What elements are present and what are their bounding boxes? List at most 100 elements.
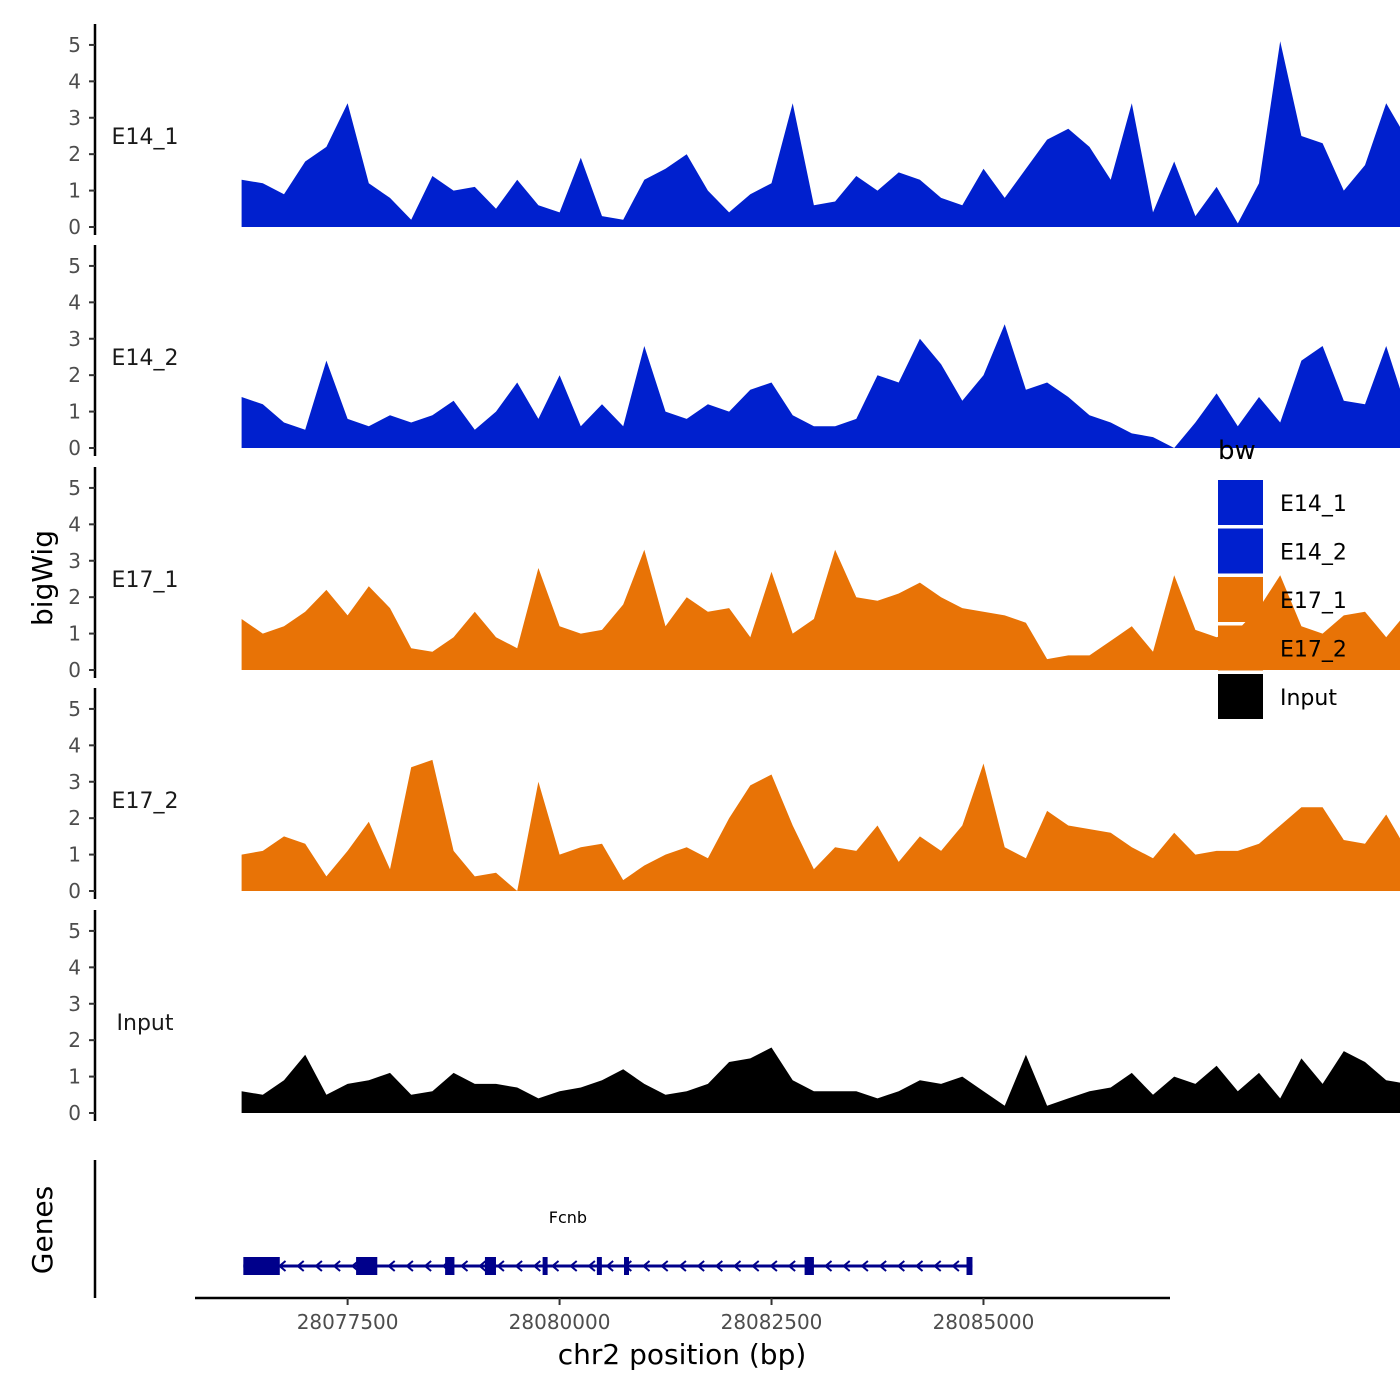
gene-strand-arrow <box>933 1260 942 1272</box>
x-axis-title: chr2 position (bp) <box>558 1338 807 1371</box>
y-tick-label: 4 <box>68 69 81 93</box>
legend-label-Input: Input <box>1280 686 1337 711</box>
y-tick-label: 3 <box>68 106 81 130</box>
legend: bw E14_1 E14_2 E17_1 E17_2 Input <box>1218 436 1347 719</box>
legend-key-E14_1 <box>1218 480 1263 525</box>
y-tick-label: 4 <box>68 733 81 757</box>
genes-axis-title: Genes <box>26 1186 59 1274</box>
gene-exon <box>484 1257 496 1275</box>
gene-strand-arrow <box>569 1260 578 1272</box>
track-label: E17_2 <box>112 789 179 814</box>
legend-label-E14_1: E14_1 <box>1280 492 1347 517</box>
gene-strand-arrow <box>860 1260 869 1272</box>
gene-strand-arrow <box>896 1260 905 1272</box>
gene-strand-arrow <box>514 1260 523 1272</box>
y-tick-label: 2 <box>68 363 81 387</box>
track-label: E14_1 <box>112 125 179 150</box>
area-series-E14_1 <box>241 41 1400 227</box>
gene-strand-arrow <box>842 1260 851 1272</box>
track-E14_1: 0 1 2 3 4 5 E14_1 <box>68 24 1400 239</box>
gene-strand-arrow <box>532 1260 541 1272</box>
gene-strand-arrow <box>587 1260 596 1272</box>
y-tick-label: 0 <box>68 658 81 682</box>
area-series-E17_1 <box>241 549 1400 670</box>
gene-exon <box>243 1257 280 1275</box>
gene-strand-arrow <box>459 1260 469 1272</box>
coverage-tracks: 0 1 2 3 4 5 E14_1 0 1 2 3 4 5 E14_2 0 1 2 3 4 5 E17_1 0 1 2 3 4 5 E… <box>68 24 1400 1125</box>
gene-exon <box>356 1257 378 1275</box>
gene-exon <box>624 1257 629 1275</box>
legend-label-E17_1: E17_1 <box>1280 589 1347 614</box>
y-tick-label: 1 <box>68 179 81 203</box>
gene-exon <box>804 1257 814 1275</box>
x-tick-label: 28085000 <box>933 1310 1035 1334</box>
track-E17_1: 0 1 2 3 4 5 E17_1 <box>68 467 1400 682</box>
gene-exon <box>542 1257 548 1275</box>
legend-key-E14_2 <box>1218 528 1263 574</box>
y-tick-label: 4 <box>68 955 81 979</box>
legend-label-E17_2: E17_2 <box>1280 638 1347 663</box>
gene-strand-arrow <box>751 1260 760 1272</box>
y-tick-label: 2 <box>68 142 81 166</box>
y-tick-label: 3 <box>68 770 81 794</box>
y-tick-label: 5 <box>68 33 81 57</box>
gene-panel: Fcnb <box>93 1160 973 1298</box>
gene-exon <box>596 1257 602 1275</box>
gene-exon <box>445 1257 455 1275</box>
y-tick-label: 0 <box>68 215 81 239</box>
x-tick-label: 28080000 <box>509 1310 611 1334</box>
y-tick-label: 3 <box>68 549 81 573</box>
gene-strand-arrow <box>732 1260 742 1272</box>
gene-strand-arrow <box>696 1260 705 1272</box>
x-tick-label: 28082500 <box>721 1310 823 1334</box>
legend-key-E17_2 <box>1218 625 1263 671</box>
y-tick-label: 2 <box>68 806 81 830</box>
y-tick-label: 0 <box>68 436 81 460</box>
gene-strand-arrow <box>314 1260 323 1272</box>
track-Input: 0 1 2 3 4 5 Input <box>68 910 1400 1125</box>
y-tick-label: 5 <box>68 919 81 943</box>
gene-strand-arrow <box>405 1260 414 1272</box>
gene-strand-arrow <box>332 1260 341 1272</box>
y-tick-label: 0 <box>68 879 81 903</box>
y-tick-label: 0 <box>68 1101 81 1125</box>
gene-strand-arrow <box>714 1260 723 1272</box>
gene-name-label: Fcnb <box>549 1208 587 1227</box>
gene-strand-arrow <box>296 1260 305 1272</box>
gene-strand-arrow <box>496 1260 505 1272</box>
y-axis-title: bigWig <box>26 530 59 626</box>
track-E17_2: 0 1 2 3 4 5 E17_2 <box>68 688 1400 903</box>
y-tick-label: 1 <box>68 843 81 867</box>
y-tick-label: 5 <box>68 476 81 500</box>
gene-strand-arrow <box>769 1260 778 1272</box>
y-tick-label: 1 <box>68 622 81 646</box>
gene-strand-arrow <box>678 1260 687 1272</box>
gene-strand-arrow <box>423 1260 432 1272</box>
gene-strand-arrow <box>660 1260 669 1272</box>
track-label: Input <box>117 1011 174 1036</box>
area-series-E14_2 <box>241 324 1400 448</box>
legend-key-Input <box>1218 674 1263 719</box>
x-axis: 28077500 28080000 28082500 28085000 <box>195 1296 1170 1334</box>
gene-strand-arrow <box>478 1260 487 1272</box>
y-tick-label: 2 <box>68 585 81 609</box>
y-tick-label: 4 <box>68 512 81 536</box>
y-tick-label: 3 <box>68 327 81 351</box>
legend-label-E14_2: E14_2 <box>1280 541 1347 566</box>
y-tick-label: 5 <box>68 254 81 278</box>
gene-strand-arrow <box>951 1260 960 1272</box>
gene-strand-arrow <box>787 1260 796 1272</box>
gene-strand-arrow <box>605 1260 614 1272</box>
gene-strand-arrow <box>641 1260 651 1272</box>
gene-exon <box>966 1257 973 1275</box>
area-series-E17_2 <box>241 759 1400 891</box>
legend-title: bw <box>1218 436 1256 466</box>
y-tick-label: 2 <box>68 1028 81 1052</box>
y-tick-label: 4 <box>68 290 81 314</box>
y-tick-label: 1 <box>68 1065 81 1089</box>
gene-strand-arrow <box>823 1260 833 1272</box>
y-tick-label: 3 <box>68 992 81 1016</box>
track-label: E14_2 <box>112 346 179 371</box>
track-E14_2: 0 1 2 3 4 5 E14_2 <box>68 245 1400 460</box>
